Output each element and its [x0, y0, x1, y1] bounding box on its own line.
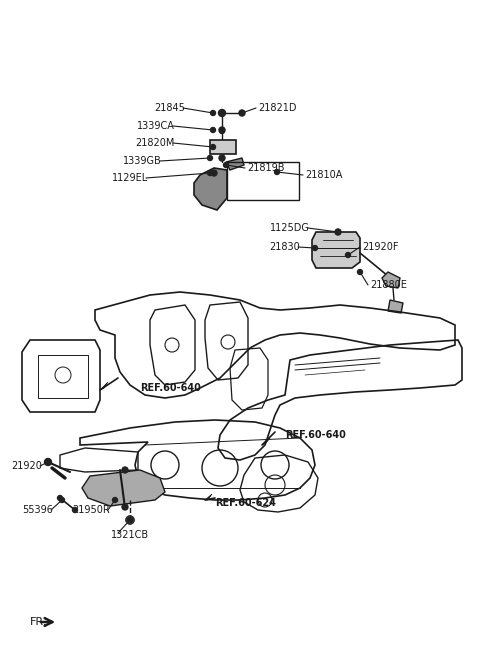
Text: REF.60-640: REF.60-640 — [285, 430, 346, 440]
Circle shape — [239, 110, 245, 116]
Text: 21845: 21845 — [154, 103, 185, 113]
Circle shape — [60, 497, 64, 502]
Text: 21821D: 21821D — [258, 103, 297, 113]
Text: 21819B: 21819B — [247, 163, 285, 173]
Circle shape — [112, 497, 118, 502]
Polygon shape — [382, 272, 400, 288]
Circle shape — [219, 129, 225, 134]
Circle shape — [346, 253, 350, 258]
Polygon shape — [194, 168, 227, 210]
Text: 55396: 55396 — [22, 505, 53, 515]
Text: REF.60-640: REF.60-640 — [140, 383, 201, 393]
Polygon shape — [226, 158, 244, 170]
Polygon shape — [262, 438, 270, 445]
Circle shape — [211, 144, 216, 150]
Text: 21920: 21920 — [11, 461, 42, 471]
Polygon shape — [100, 382, 108, 390]
Circle shape — [219, 127, 225, 133]
Circle shape — [211, 127, 216, 133]
Circle shape — [218, 110, 226, 117]
Circle shape — [58, 495, 62, 501]
Text: 1339GB: 1339GB — [123, 156, 162, 166]
Text: 1339CA: 1339CA — [137, 121, 175, 131]
Polygon shape — [388, 300, 403, 313]
Text: 21920F: 21920F — [362, 242, 398, 252]
Text: 21880E: 21880E — [370, 280, 407, 290]
Text: 21820M: 21820M — [136, 138, 175, 148]
Text: 21950R: 21950R — [72, 505, 110, 515]
Circle shape — [72, 508, 77, 512]
Text: 1321CB: 1321CB — [111, 530, 149, 540]
Circle shape — [46, 459, 50, 464]
Circle shape — [122, 504, 128, 510]
Circle shape — [240, 110, 244, 115]
Circle shape — [122, 467, 128, 473]
Text: 1129EL: 1129EL — [112, 173, 148, 183]
Circle shape — [45, 459, 51, 466]
Circle shape — [207, 155, 213, 161]
Polygon shape — [205, 494, 212, 500]
Text: FR.: FR. — [30, 617, 48, 627]
Circle shape — [312, 245, 317, 251]
Circle shape — [211, 110, 216, 115]
Circle shape — [207, 171, 213, 176]
Circle shape — [219, 155, 225, 161]
Text: 21810A: 21810A — [305, 170, 342, 180]
Circle shape — [126, 516, 134, 524]
Circle shape — [358, 270, 362, 274]
Text: 21830: 21830 — [269, 242, 300, 252]
Circle shape — [211, 170, 217, 176]
Text: REF.60-624: REF.60-624 — [215, 498, 276, 508]
Circle shape — [336, 230, 340, 234]
Circle shape — [335, 229, 341, 235]
Circle shape — [275, 169, 279, 174]
Polygon shape — [82, 470, 165, 506]
Polygon shape — [210, 140, 236, 154]
Text: 1125DG: 1125DG — [270, 223, 310, 233]
Circle shape — [128, 518, 132, 522]
Circle shape — [224, 163, 228, 167]
Polygon shape — [312, 232, 360, 268]
